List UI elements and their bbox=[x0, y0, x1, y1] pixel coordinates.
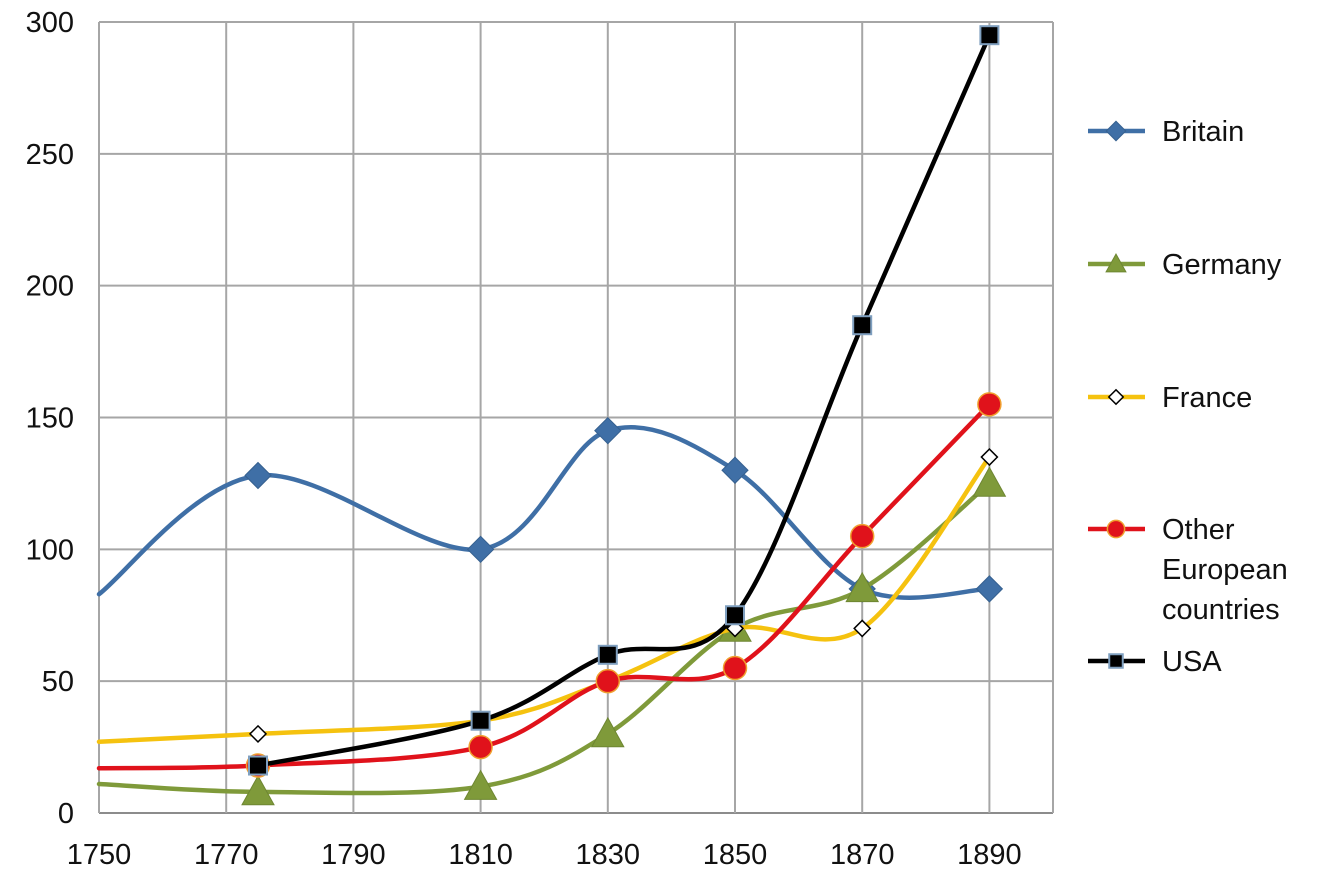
y-tick-label: 50 bbox=[42, 666, 74, 698]
data-point bbox=[975, 575, 1004, 603]
legend-label: countries bbox=[1162, 594, 1280, 626]
legend-item-usa: USA bbox=[1088, 646, 1222, 678]
x-tick-label: 1870 bbox=[830, 839, 895, 871]
y-tick-label: 100 bbox=[26, 534, 74, 566]
data-point bbox=[241, 774, 275, 806]
legend-label: Britain bbox=[1162, 116, 1244, 148]
legend-swatch-marker bbox=[1105, 253, 1127, 273]
y-tick-label: 0 bbox=[58, 798, 74, 830]
series-usa bbox=[248, 25, 1000, 776]
data-point bbox=[466, 535, 495, 564]
series-lines bbox=[96, 25, 1007, 806]
data-point bbox=[590, 716, 625, 748]
data-point bbox=[594, 416, 622, 445]
data-point bbox=[977, 392, 1002, 417]
legend-label: Other bbox=[1162, 514, 1235, 546]
legend-item-britain: Britain bbox=[1088, 116, 1244, 148]
legend-item-other-european-countries: Other European countries bbox=[1088, 514, 1288, 626]
x-tick-label: 1750 bbox=[67, 839, 132, 871]
series-britain bbox=[96, 416, 1004, 603]
series-line bbox=[96, 425, 992, 600]
legend-label: USA bbox=[1162, 646, 1222, 678]
x-tick-label: 1810 bbox=[448, 839, 513, 871]
x-tick-label: 1830 bbox=[576, 839, 641, 871]
y-tick-label: 300 bbox=[26, 7, 74, 39]
legend-swatch-marker bbox=[1108, 653, 1124, 669]
legend-swatch-marker bbox=[1105, 120, 1127, 142]
legend-label: France bbox=[1162, 382, 1252, 414]
data-point bbox=[853, 619, 872, 638]
data-point bbox=[463, 769, 498, 800]
series-line bbox=[255, 32, 992, 768]
x-tick-label: 1890 bbox=[957, 839, 1022, 871]
data-point bbox=[845, 571, 880, 603]
legend-swatch-marker bbox=[1106, 519, 1126, 539]
legend-label: Germany bbox=[1162, 249, 1282, 281]
x-tick-label: 1790 bbox=[321, 839, 386, 871]
data-point bbox=[852, 315, 873, 336]
legend-item-france: France bbox=[1088, 382, 1252, 414]
data-point bbox=[849, 523, 875, 549]
series-germany bbox=[96, 466, 1007, 806]
data-point bbox=[595, 668, 621, 694]
legend-swatch-marker bbox=[1107, 388, 1125, 406]
data-point bbox=[979, 25, 1000, 46]
data-point bbox=[248, 755, 268, 776]
x-axis-ticks: 1750 1770 1790 1810 1830 1850 1870 1890 bbox=[67, 839, 1022, 871]
data-point bbox=[468, 734, 493, 760]
grid-lines bbox=[98, 21, 1054, 814]
legend: Britain Germany France Other European countri… bbox=[1088, 116, 1288, 678]
data-point bbox=[597, 644, 618, 665]
legend-label: European bbox=[1162, 554, 1288, 586]
y-tick-label: 250 bbox=[26, 139, 74, 171]
data-point bbox=[722, 655, 748, 681]
legend-item-germany: Germany bbox=[1088, 249, 1282, 281]
y-tick-label: 150 bbox=[26, 403, 74, 435]
data-point bbox=[980, 447, 999, 467]
data-point bbox=[470, 710, 491, 731]
data-point bbox=[725, 605, 745, 626]
data-point bbox=[972, 466, 1007, 497]
data-point bbox=[244, 461, 272, 490]
x-tick-label: 1770 bbox=[194, 839, 259, 871]
y-tick-label: 200 bbox=[26, 271, 74, 303]
x-tick-label: 1850 bbox=[703, 839, 768, 871]
y-axis-ticks: 0 50 100 150 200 250 300 bbox=[26, 7, 74, 830]
data-point bbox=[721, 456, 749, 484]
data-point bbox=[248, 724, 268, 743]
